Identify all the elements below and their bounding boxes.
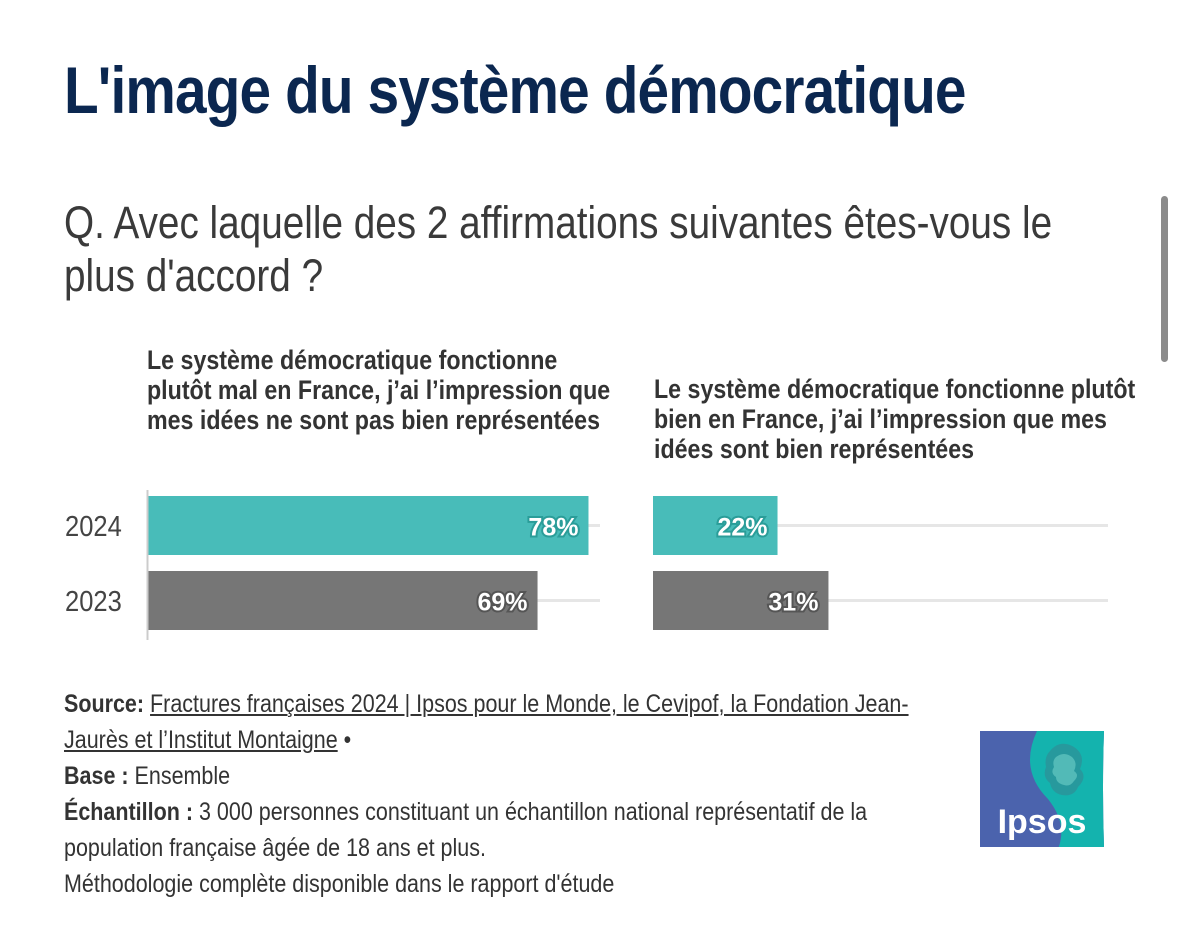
bar-panel2-2024 [653,496,778,555]
data-label-panel2-2024: 22% [717,514,767,542]
category-label-2024: 2024 [65,511,122,543]
methodology-line: Méthodologie complète disponible dans le… [64,870,615,898]
panel-label-left: Le système démocratique fonctionne plutô… [147,345,611,435]
base-value: Ensemble [134,762,231,790]
sample-value: 3 000 personnes constituant un échantill… [64,798,868,862]
source-bullet: • [343,726,352,754]
data-label-panel2-2023: 31% [768,589,818,617]
page-title: L'image du système démocratique [64,53,966,127]
panel-label-right: Le système démocratique fonctionne plutô… [654,374,1136,464]
bar-panel1-2024 [147,496,589,555]
data-label-panel1-2023: 69% [477,589,527,617]
logo-text: Ipsos [998,803,1087,841]
category-label-2023: 2023 [65,586,122,618]
data-label-panel1-2024: 78% [528,514,578,542]
question-text: Q. Avec laquelle des 2 affirmations suiv… [64,197,1053,301]
scrollbar[interactable] [1161,196,1168,362]
base-label: Base : [64,762,129,790]
source-link[interactable]: Fractures françaises 2024 | Ipsos pour l… [64,690,909,754]
sample-line: Échantillon : 3 000 personnes constituan… [64,794,941,866]
source-label: Source: [64,690,145,718]
bar-panel2-2023 [653,571,829,630]
sample-label: Échantillon : [64,798,193,826]
source-line: Source: Fractures françaises 2024 | Ipso… [64,686,941,758]
ipsos-logo-icon: Ipsos [980,731,1104,847]
bar-panel1-2023 [147,571,538,630]
source-notes: Source: Fractures françaises 2024 | Ipso… [64,686,941,902]
base-line: Base : Ensemble [64,758,941,794]
